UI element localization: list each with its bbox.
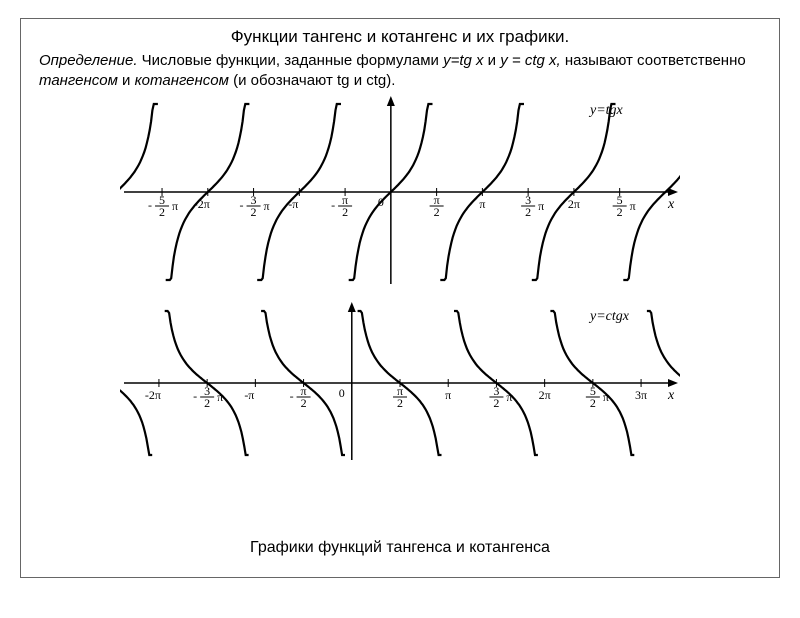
page-frame: Функции тангенс и котангенс и их графики… [20,18,780,578]
x-tick-den: 2 [434,205,440,219]
chart-equation-label: y=ctgx [588,309,630,324]
x-tick-sign: - [148,198,152,212]
x-tick-label: -2π [145,388,161,402]
x-tick-pi: π [538,199,544,213]
x-tick-den: 2 [251,205,257,219]
cot-chart: xy=ctgx-2π-32π-π-π20π2π32π2π52π3π [120,298,680,468]
def-term2: котангенсом [135,72,229,89]
def-word: Определение. [39,52,137,69]
x-tick-sign: - [193,389,197,403]
x-tick-label: 0 [339,386,345,400]
x-tick-den: 2 [342,205,348,219]
def-and: и [484,52,501,69]
def-f2: y = ctg x, [500,52,560,69]
x-axis-label: x [667,197,675,212]
page-title: Функции тангенс и котангенс и их графики… [21,27,779,47]
x-tick-sign: - [290,389,294,403]
x-tick-sign: - [331,198,335,212]
x-axis-label: x [667,388,675,403]
x-tick-label: π [479,197,485,211]
x-tick-label: -π [244,388,254,402]
definition-text: Определение. Числовые функции, заданные … [21,51,779,92]
x-tick-den: 2 [493,396,499,410]
cot-chart-wrap: xy=ctgx-2π-32π-π-π20π2π32π2π52π3π [100,298,700,468]
def-and2: и [118,72,135,89]
x-tick-den: 2 [617,205,623,219]
tan-chart: xy=tgx-52π-2π-32π-π-π20π2π32π2π52π [120,92,680,292]
x-tick-den: 2 [204,396,210,410]
tan-chart-wrap: xy=tgx-52π-2π-32π-π-π20π2π32π2π52π [100,92,700,292]
bottom-caption: Графики функций тангенса и котангенса [21,539,779,557]
def-t3: (и обозначают tg и ctg). [229,72,396,89]
x-tick-label: 2π [539,388,551,402]
x-tick-den: 2 [397,396,403,410]
x-tick-pi: π [630,199,636,213]
def-term1: тангенсом [39,72,118,89]
chart-equation-label: y=tgx [588,103,624,118]
def-t1: Числовые функции, заданные формулами [137,52,443,69]
x-tick-den: 2 [159,205,165,219]
x-tick-sign: - [240,198,244,212]
x-tick-pi: π [172,199,178,213]
x-tick-label: 3π [635,388,647,402]
x-tick-den: 2 [301,396,307,410]
x-tick-label: π [445,388,451,402]
x-tick-label: 2π [568,197,580,211]
def-f1: y=tg x [443,52,483,69]
def-t2: называют соответственно [561,52,746,69]
x-tick-den: 2 [525,205,531,219]
x-tick-den: 2 [590,396,596,410]
x-tick-pi: π [264,199,270,213]
